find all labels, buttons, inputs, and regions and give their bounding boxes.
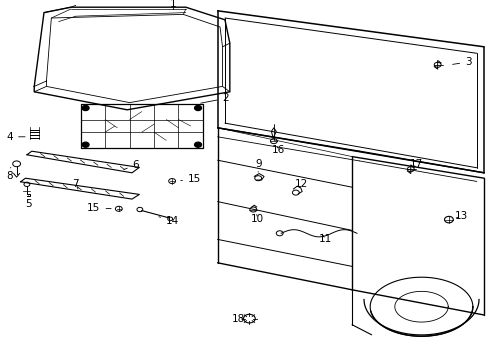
Text: 6: 6 (123, 159, 139, 170)
Text: 2: 2 (201, 93, 229, 103)
Text: 18: 18 (231, 314, 245, 324)
Text: 14: 14 (159, 216, 179, 226)
Text: 4: 4 (6, 132, 25, 142)
Text: 1: 1 (170, 0, 177, 10)
Text: 10: 10 (251, 214, 264, 224)
Text: 15: 15 (87, 203, 111, 213)
Circle shape (82, 105, 89, 111)
Text: 17: 17 (409, 159, 423, 169)
Text: 7: 7 (72, 179, 79, 189)
Text: 3: 3 (452, 57, 471, 67)
Text: 9: 9 (255, 159, 262, 172)
Circle shape (194, 142, 201, 147)
Text: 15: 15 (181, 174, 201, 184)
Text: 13: 13 (453, 211, 467, 221)
Text: 16: 16 (271, 145, 285, 156)
Text: 5: 5 (25, 196, 32, 210)
Text: 8: 8 (6, 167, 13, 181)
Text: 11: 11 (318, 234, 332, 244)
Text: 12: 12 (294, 179, 308, 189)
Circle shape (82, 142, 89, 147)
Circle shape (194, 105, 201, 111)
